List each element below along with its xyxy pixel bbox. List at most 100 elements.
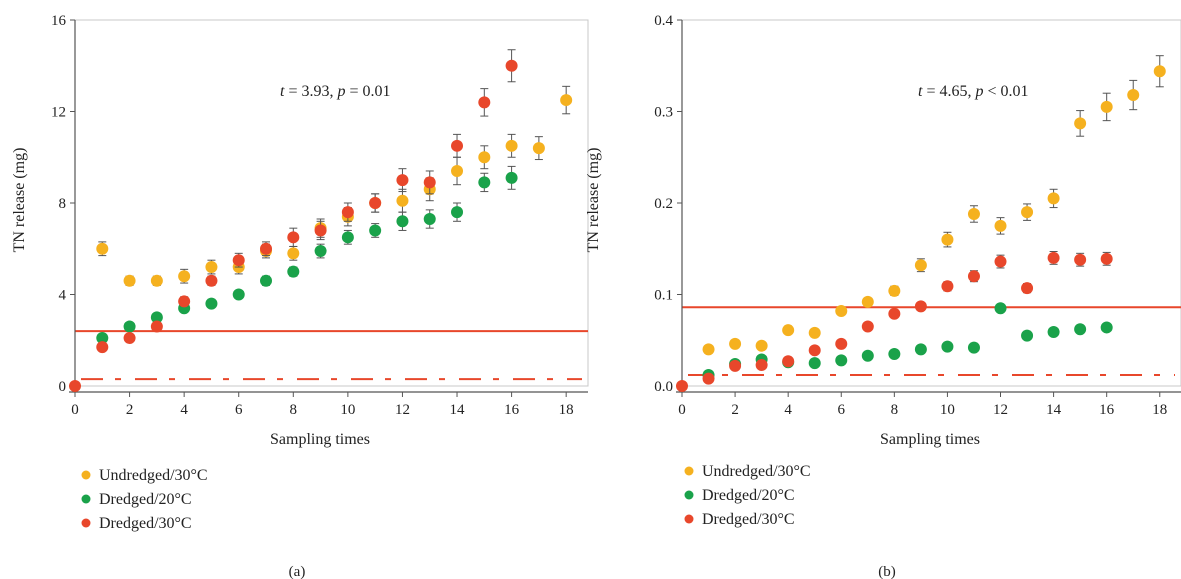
data-point	[1047, 326, 1060, 339]
data-point	[861, 295, 874, 308]
data-point	[1047, 192, 1060, 205]
x-tick-label: 18	[1152, 402, 1167, 418]
x-tick-label: 6	[235, 402, 243, 418]
x-tick-label: 16	[1099, 402, 1115, 418]
x-tick-label: 2	[731, 402, 739, 418]
data-point	[676, 380, 688, 392]
data-point	[1074, 117, 1087, 130]
data-point	[835, 354, 848, 367]
data-point	[888, 284, 901, 297]
data-point	[835, 304, 848, 317]
y-tick-label: 0.4	[654, 13, 673, 29]
legend-label-undredged-30: Undredged/30°C	[702, 463, 811, 480]
data-point	[396, 194, 409, 207]
panel-b-label: (b)	[878, 564, 896, 579]
data-point	[287, 231, 300, 244]
data-point	[260, 274, 273, 287]
legend-marker-dredged-30	[684, 514, 694, 524]
data-point	[861, 320, 874, 333]
data-point	[702, 372, 715, 385]
data-point	[505, 139, 518, 152]
series-dredged-30	[69, 49, 518, 392]
data-point	[96, 341, 109, 354]
data-point	[96, 242, 109, 255]
panel-b-y-axis-label: TN release (mg)	[585, 148, 602, 253]
data-point	[914, 300, 927, 313]
data-point	[914, 343, 927, 356]
panel-a-y-axis-label: TN release (mg)	[11, 148, 28, 253]
x-tick-label: 10	[940, 402, 955, 418]
x-tick-label: 4	[180, 402, 188, 418]
data-point	[994, 302, 1007, 315]
data-point	[396, 174, 409, 187]
data-point	[314, 245, 327, 258]
stat-p-value: < 0.01	[983, 83, 1028, 100]
data-point	[808, 326, 821, 339]
data-point	[1100, 321, 1113, 334]
panel-a: 0 4 8 12 16 0 2 4 6 8 10 12 14 16 18 t = 3.93, p = 0.0…	[11, 13, 589, 579]
data-point	[702, 343, 715, 356]
panel-a-legend: Undredged/30°C Dredged/20°C Dredged/30°C	[81, 467, 208, 532]
data-point	[478, 96, 491, 109]
data-point	[69, 380, 81, 392]
data-point	[941, 340, 954, 353]
y-tick-label: 0.3	[654, 105, 673, 121]
x-tick-label: 6	[838, 402, 846, 418]
data-point	[451, 139, 464, 152]
y-tick-label: 0.0	[654, 379, 673, 395]
panel-a-axes: 0 4 8 12 16 0 2 4 6 8 10 12 14 16 18	[51, 13, 588, 418]
data-point	[505, 59, 518, 72]
x-tick-label: 16	[504, 402, 520, 418]
data-point	[1074, 323, 1087, 336]
data-point	[232, 254, 245, 267]
data-point	[532, 142, 545, 155]
data-point	[1047, 251, 1060, 264]
data-point	[1021, 329, 1034, 342]
panel-a-reference-lines	[75, 330, 588, 381]
data-point	[1100, 252, 1113, 265]
data-point	[560, 94, 573, 107]
data-point	[451, 206, 464, 219]
series-dredged-20	[702, 302, 1113, 382]
data-point	[967, 341, 980, 354]
data-point	[994, 255, 1007, 268]
data-point	[967, 270, 980, 283]
x-tick-label: 8	[891, 402, 899, 418]
data-point	[994, 219, 1007, 232]
legend-marker-dredged-30	[81, 518, 91, 528]
data-point	[808, 357, 821, 370]
legend-label-dredged-30: Dredged/30°C	[702, 511, 795, 528]
legend-marker-undredged-30	[684, 466, 694, 476]
x-tick-label: 12	[395, 402, 410, 418]
legend-label-dredged-20: Dredged/20°C	[99, 491, 192, 508]
series-dredged-20	[96, 165, 518, 344]
legend-marker-dredged-20	[684, 490, 694, 500]
stat-t-symbol: t	[280, 83, 285, 100]
data-point	[941, 280, 954, 293]
panel-b-reference-lines	[682, 306, 1181, 377]
data-point	[861, 349, 874, 362]
data-point	[205, 261, 218, 274]
panel-a-stat-annotation: t = 3.93, p = 0.01	[280, 83, 391, 100]
stat-t-symbol: t	[918, 83, 923, 100]
legend-label-dredged-30: Dredged/30°C	[99, 515, 192, 532]
y-tick-label: 4	[59, 288, 67, 304]
legend-marker-dredged-20	[81, 494, 91, 504]
data-point	[808, 344, 821, 357]
data-point	[150, 320, 163, 333]
data-point	[478, 151, 491, 164]
data-point	[505, 171, 518, 184]
panel-a-label: (a)	[289, 564, 306, 579]
panel-b: 0.0 0.1 0.2 0.3 0.4 0 2 4 6 8 10 12 14 16 18 t = 4.65,…	[585, 13, 1181, 579]
data-point	[755, 339, 768, 352]
panel-b-legend: Undredged/30°C Dredged/20°C Dredged/30°C	[684, 463, 811, 528]
data-point	[1074, 253, 1087, 266]
data-point	[1100, 100, 1113, 113]
data-point	[260, 242, 273, 255]
data-point	[729, 337, 742, 350]
x-tick-label: 8	[290, 402, 298, 418]
panel-b-stat-annotation: t = 4.65, p < 0.01	[918, 83, 1029, 100]
stat-p-symbol: p	[336, 83, 345, 100]
data-point	[1021, 206, 1034, 219]
stat-t-value: = 3.93,	[284, 83, 337, 100]
